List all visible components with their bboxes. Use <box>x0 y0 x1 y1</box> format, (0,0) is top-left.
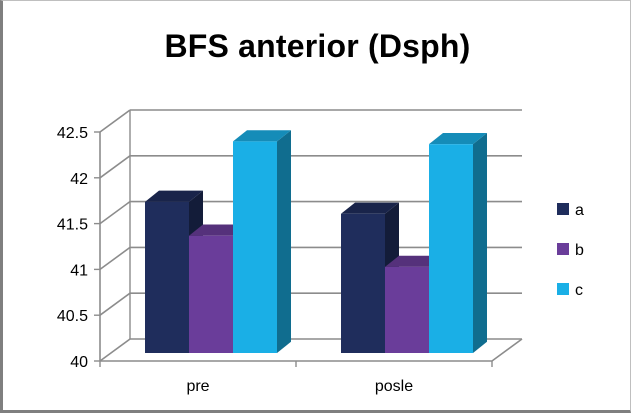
bar-pre-b-top <box>189 224 247 236</box>
bar-pre-c-side <box>277 130 291 353</box>
x-category-label: pre <box>186 378 209 395</box>
bar-pre-a <box>145 201 189 353</box>
legend-label-b: b <box>575 242 584 259</box>
side-gridline <box>99 292 131 316</box>
bar-posle-c <box>429 144 473 353</box>
y-tick-label: 42 <box>70 171 88 188</box>
y-tick-label: 41.5 <box>57 217 88 234</box>
bar-posle-a <box>341 213 385 353</box>
chart-title: BFS anterior (Dsph) <box>164 28 471 64</box>
legend-label-a: a <box>575 202 584 219</box>
legend-swatch-c <box>557 283 569 295</box>
x-category-label: posle <box>375 378 413 395</box>
bar-posle-c-top <box>429 132 487 145</box>
bar-pre-a-top <box>145 190 203 202</box>
legend-label-c: c <box>575 282 583 299</box>
bar-posle-b-top <box>385 255 443 267</box>
bar-posle-c-side <box>473 132 487 353</box>
bar-posle-b <box>385 266 429 353</box>
bar-pre-b <box>189 235 233 353</box>
y-tick-label: 40 <box>70 354 88 371</box>
bar-posle-a-top <box>341 202 399 214</box>
side-gridline <box>99 246 131 271</box>
legend-swatch-a <box>557 203 569 215</box>
side-gridline <box>99 200 131 225</box>
bar-pre-c-top <box>233 130 291 142</box>
y-tick-label: 41 <box>70 262 88 279</box>
side-gridline <box>99 155 131 179</box>
side-gridline <box>99 338 131 362</box>
y-tick-label: 42.5 <box>57 125 88 142</box>
side-gridline <box>99 109 131 133</box>
legend-swatch-b <box>557 243 569 255</box>
y-tick-label: 40.5 <box>57 308 88 325</box>
bar-pre-c <box>233 141 277 353</box>
